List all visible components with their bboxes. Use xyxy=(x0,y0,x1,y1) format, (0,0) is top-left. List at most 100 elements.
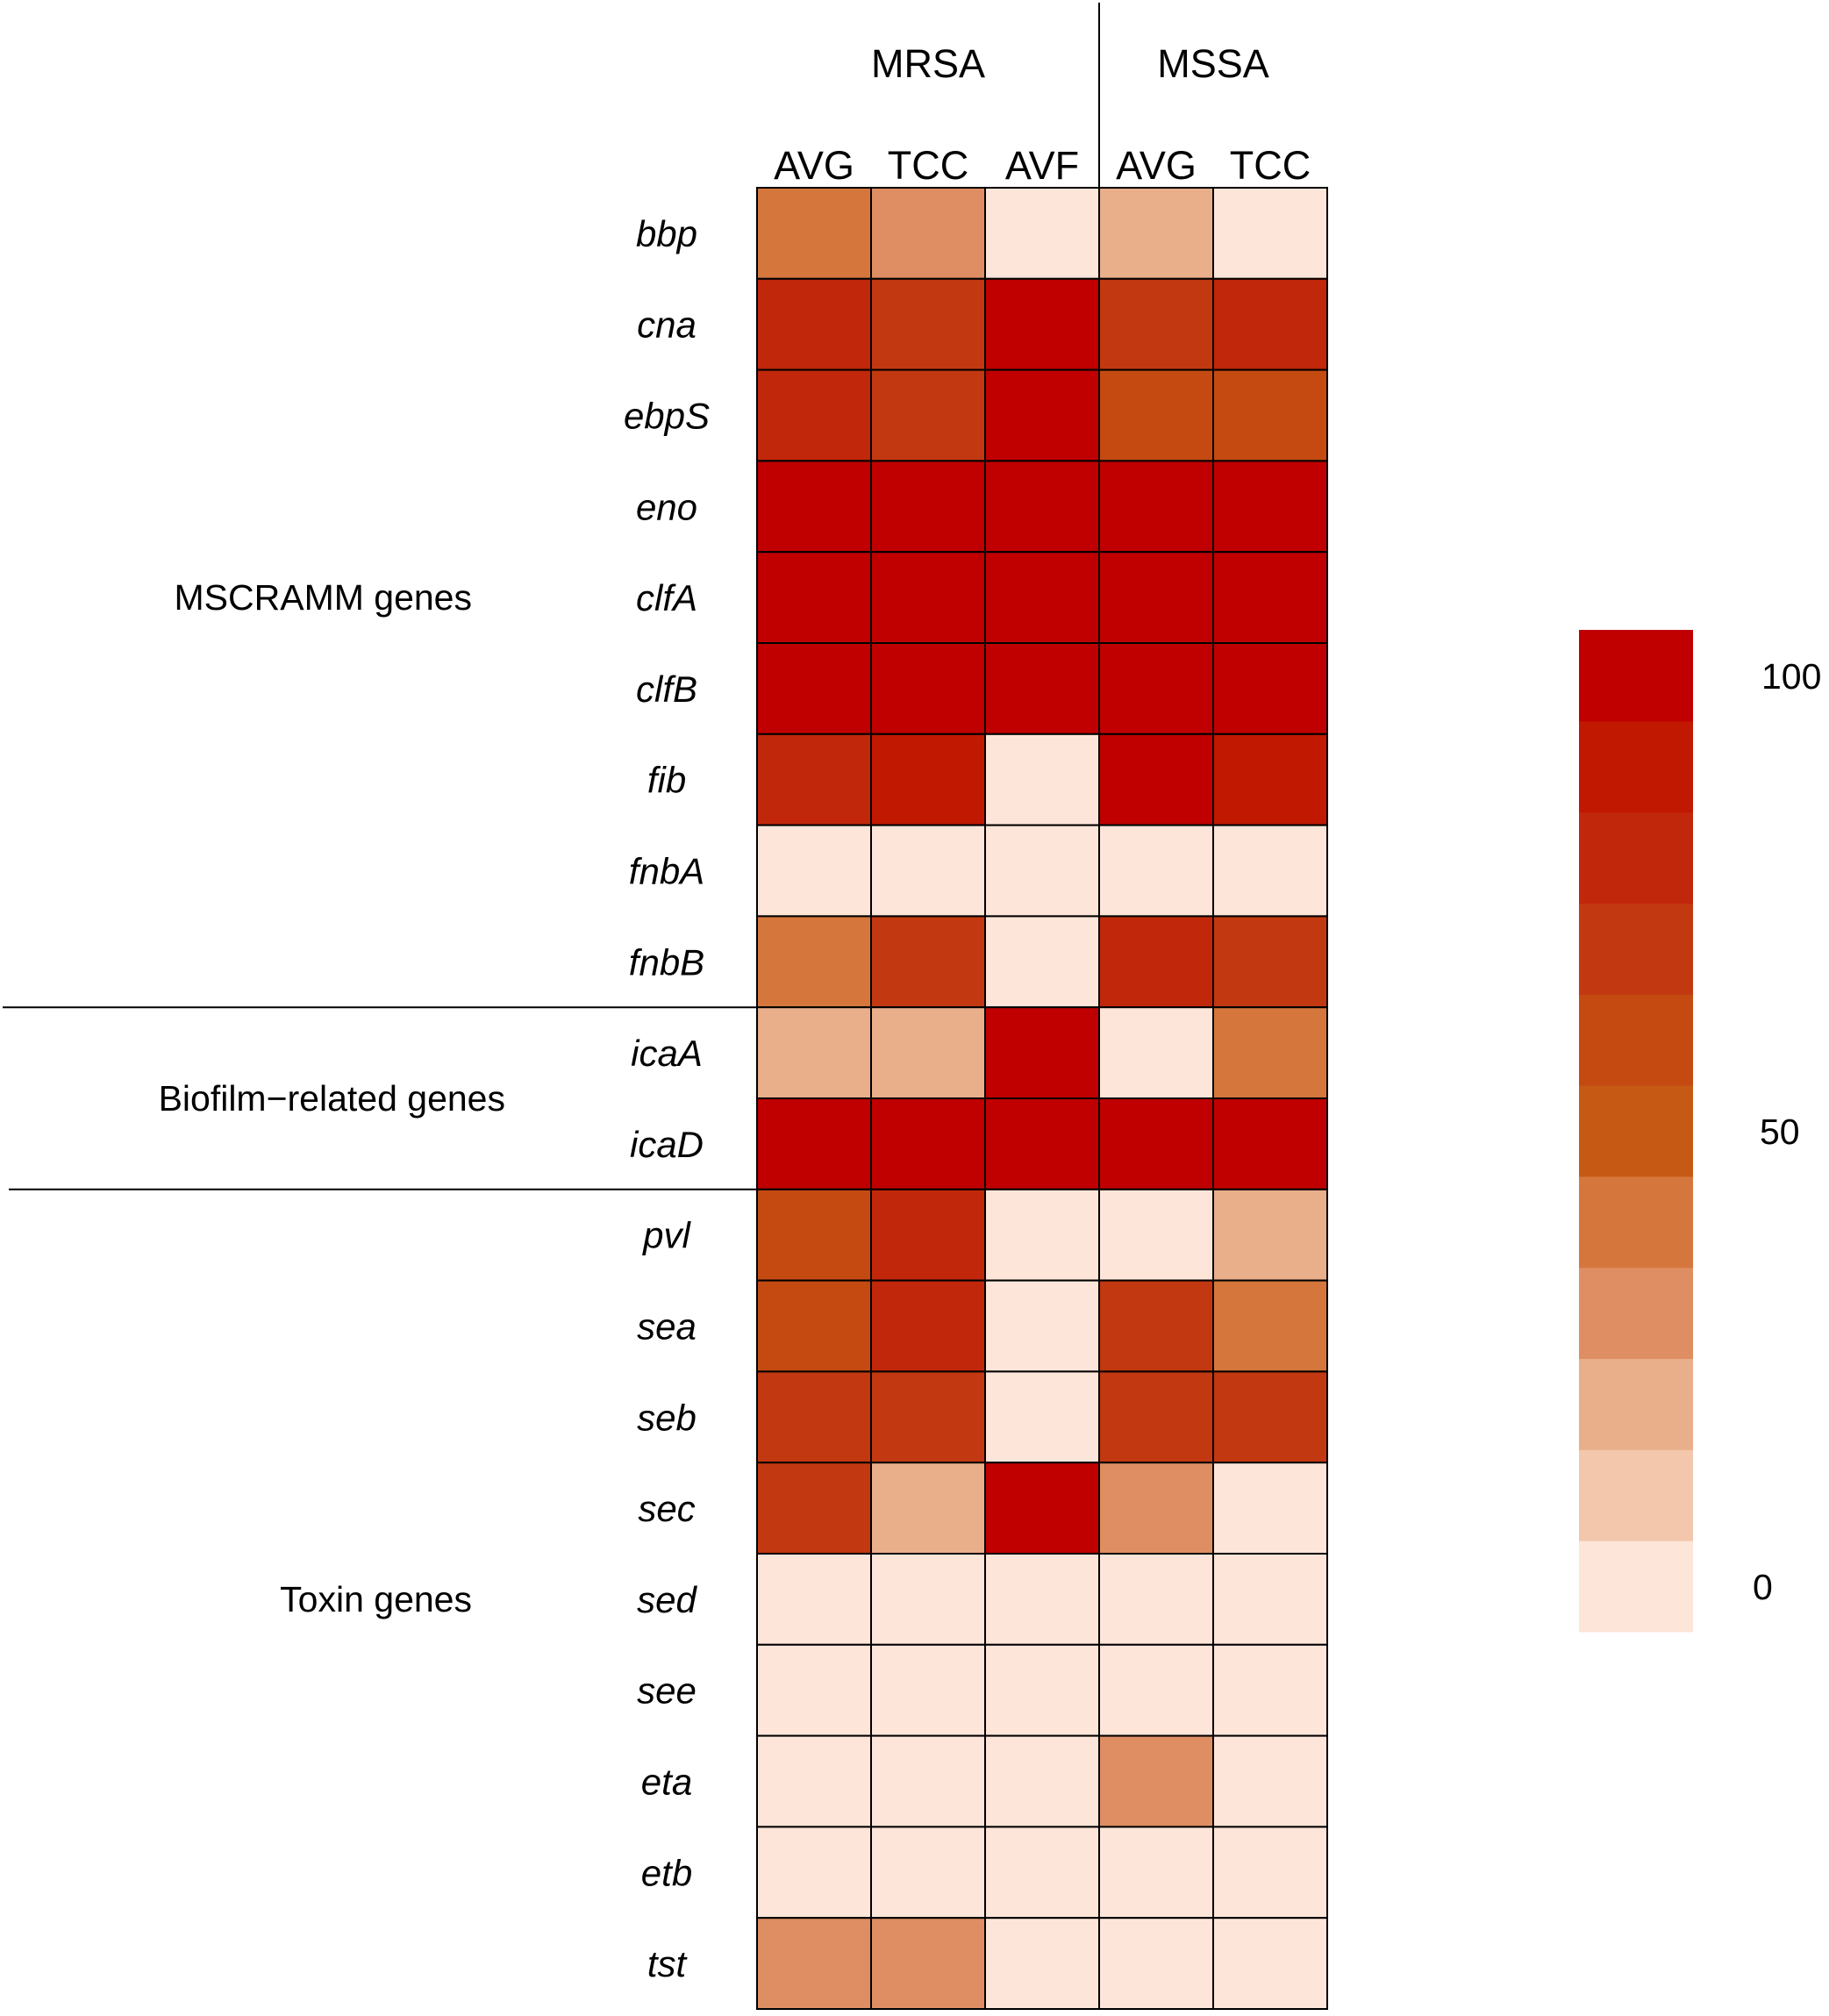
heatmap-cell-clfB-5 xyxy=(1212,642,1328,735)
heatmap-cell-fnbA-3 xyxy=(984,824,1100,918)
heatmap-cell-clfB-3 xyxy=(984,642,1100,735)
row-label-etb: etb xyxy=(641,1852,692,1893)
heatmap-cell-eno-4 xyxy=(1098,460,1214,554)
heatmap-cell-icaA-4 xyxy=(1098,1006,1214,1099)
heatmap-cell-see-5 xyxy=(1212,1643,1328,1737)
heatmap-cell-bbp-3 xyxy=(984,187,1100,280)
heatmap-cell-pvl-4 xyxy=(1098,1188,1214,1282)
row-label-see: see xyxy=(637,1670,697,1712)
heatmap-cell-clfA-1 xyxy=(756,551,872,645)
heatmap-cell-fib-1 xyxy=(756,733,872,826)
colorbar-tick-label-0: 0 xyxy=(1753,1567,1773,1607)
row-label-tst: tst xyxy=(647,1943,689,1984)
heatmap-cell-tst-3 xyxy=(984,1917,1100,2010)
row-label-eno: eno xyxy=(636,486,697,527)
heatmap-cell-bbp-2 xyxy=(870,187,986,280)
heatmap-cell-eta-3 xyxy=(984,1734,1100,1828)
row-label-fnbB: fnbB xyxy=(629,941,704,983)
heatmap-cell-cna-4 xyxy=(1098,277,1214,371)
heatmap-cell-sed-5 xyxy=(1212,1553,1328,1646)
heatmap-cell-eno-3 xyxy=(984,460,1100,554)
heatmap-cell-sec-1 xyxy=(756,1462,872,1555)
heatmap-cell-sea-5 xyxy=(1212,1279,1328,1373)
row-label-seb: seb xyxy=(637,1397,697,1438)
heatmap-cell-etb-2 xyxy=(870,1826,986,1919)
heatmap-cell-ebpS-1 xyxy=(756,368,872,462)
heatmap-cell-pvl-5 xyxy=(1212,1188,1328,1282)
colorbar-segment-9 xyxy=(1579,811,1693,904)
heatmap-cell-clfB-1 xyxy=(756,642,872,735)
heatmap-cell-sed-4 xyxy=(1098,1553,1214,1646)
colorbar-segment-4 xyxy=(1579,1267,1693,1360)
row-labels: bbp cna ebpS eno clfA clfB fib fnbA fnbB icaA icaD… xyxy=(624,213,710,1984)
heatmap-cell-seb-1 xyxy=(756,1370,872,1464)
heatmap-cell-seb-3 xyxy=(984,1370,1100,1464)
row-label-cna: cna xyxy=(637,304,697,346)
row-label-fib: fib xyxy=(647,760,686,801)
heatmap-cell-tst-4 xyxy=(1098,1917,1214,2010)
heatmap-cell-see-2 xyxy=(870,1643,986,1737)
colorbar-segment-3 xyxy=(1579,1358,1693,1450)
heatmap-cell-icaD-3 xyxy=(984,1097,1100,1190)
colorbar-segment-1 xyxy=(1579,1541,1693,1633)
heatmap-cells xyxy=(756,187,1328,2010)
heatmap-cell-pvl-3 xyxy=(984,1188,1100,1282)
row-group-labels: MSCRAMM genes Biofilm−related genes Toxin … xyxy=(159,577,505,1619)
column-label-5: TCC xyxy=(1230,143,1311,188)
heatmap-cell-clfA-2 xyxy=(870,551,986,645)
row-label-sed: sed xyxy=(637,1579,697,1620)
heatmap-cell-see-4 xyxy=(1098,1643,1214,1737)
heatmap-cell-tst-1 xyxy=(756,1917,872,2010)
heatmap-cell-sed-1 xyxy=(756,1553,872,1646)
row-label-sea: sea xyxy=(637,1306,697,1348)
heatmap-cell-fib-3 xyxy=(984,733,1100,826)
heatmap-cell-icaA-5 xyxy=(1212,1006,1328,1099)
heatmap-cell-sea-2 xyxy=(870,1279,986,1373)
heatmap-cell-eno-5 xyxy=(1212,460,1328,554)
column-label-1: AVG xyxy=(774,143,854,188)
colorbar-segment-8 xyxy=(1579,903,1693,995)
colorbar-segment-10 xyxy=(1579,720,1693,813)
row-label-pvl: pvl xyxy=(641,1215,691,1256)
column-label-4: AVG xyxy=(1116,143,1197,188)
row-label-sec: sec xyxy=(638,1488,695,1529)
colorbar-segment-2 xyxy=(1579,1449,1693,1541)
heatmap-cell-fib-5 xyxy=(1212,733,1328,826)
heatmap-cell-clfB-2 xyxy=(870,642,986,735)
heatmap-cell-eno-1 xyxy=(756,460,872,554)
heatmap-cell-sea-4 xyxy=(1098,1279,1214,1373)
heatmap-cell-eno-2 xyxy=(870,460,986,554)
heatmap-cell-fnbB-5 xyxy=(1212,915,1328,1009)
heatmap-cell-pvl-2 xyxy=(870,1188,986,1282)
heatmap-cell-icaA-3 xyxy=(984,1006,1100,1099)
colorbar-segment-7 xyxy=(1579,994,1693,1086)
column-labels: AVG TCC AVF AVG TCC xyxy=(774,143,1311,188)
heatmap-cell-sec-4 xyxy=(1098,1462,1214,1555)
colorbar-segment-11 xyxy=(1579,630,1693,722)
row-group-label-1: MSCRAMM genes xyxy=(175,577,472,618)
heatmap-cell-cna-3 xyxy=(984,277,1100,371)
group-dividers xyxy=(3,3,1100,1190)
heatmap-cell-fnbB-1 xyxy=(756,915,872,1009)
heatmap-cell-cna-5 xyxy=(1212,277,1328,371)
row-label-clfA: clfA xyxy=(636,577,697,618)
heatmap-cell-fnbA-5 xyxy=(1212,824,1328,918)
row-label-fnbA: fnbA xyxy=(629,851,704,892)
row-label-bbp: bbp xyxy=(636,213,697,254)
row-group-label-2: Biofilm−related genes xyxy=(159,1078,505,1119)
heatmap-cell-fnbA-1 xyxy=(756,824,872,918)
heatmap-cell-ebpS-2 xyxy=(870,368,986,462)
heatmap-cell-ebpS-4 xyxy=(1098,368,1214,462)
heatmap-cell-see-1 xyxy=(756,1643,872,1737)
column-group-label-mssa: MSSA xyxy=(1157,41,1269,86)
row-label-icaA: icaA xyxy=(631,1033,703,1074)
heatmap-cell-icaD-2 xyxy=(870,1097,986,1190)
heatmap-cell-seb-2 xyxy=(870,1370,986,1464)
colorbar-tick-label-100: 100 xyxy=(1761,656,1821,697)
colorbar-segment-6 xyxy=(1579,1085,1693,1177)
column-group-labels: MRSA MSSA xyxy=(871,41,1269,86)
heatmap-cell-see-3 xyxy=(984,1643,1100,1737)
heatmap-cell-clfB-4 xyxy=(1098,642,1214,735)
heatmap-cell-clfA-3 xyxy=(984,551,1100,645)
